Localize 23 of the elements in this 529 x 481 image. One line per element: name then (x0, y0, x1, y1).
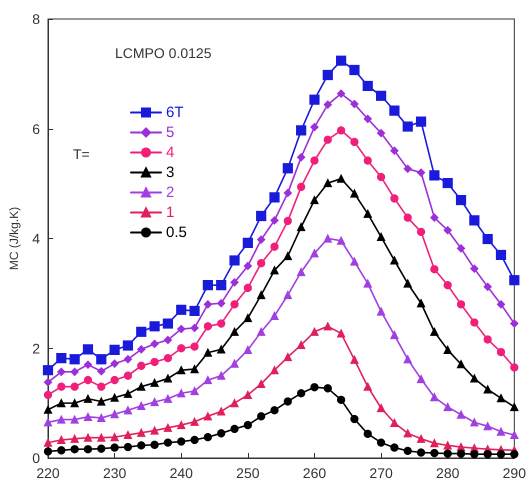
x-tick-label: 240 (170, 465, 194, 481)
y-tick-label: 6 (32, 120, 40, 137)
x-tick-label: 230 (102, 465, 127, 481)
legend-label: 1 (166, 204, 174, 221)
y-axis-title: MC (J/kg.K) (7, 206, 21, 270)
x-tick-label: 250 (236, 465, 260, 481)
legend-label: 2 (166, 184, 174, 201)
y-tick-label: 8 (32, 11, 40, 27)
y-tick-label: 0 (32, 450, 40, 466)
legend-label: 6T (166, 104, 184, 121)
y-tick-label: 4 (32, 230, 40, 246)
legend-label: 5 (166, 124, 174, 141)
annotation: LCMPO 0.0125 (115, 45, 212, 61)
x-tick-label: 280 (436, 465, 460, 481)
legend-label: 3 (166, 164, 174, 181)
x-tick-label: 260 (302, 465, 326, 481)
legend-title: T= (73, 146, 90, 162)
legend-label: 4 (166, 144, 174, 161)
y-tick-label: 2 (32, 340, 40, 356)
x-tick-label: 290 (502, 465, 526, 481)
x-tick-label: 270 (369, 465, 393, 481)
legend-label: 0.5 (166, 224, 187, 241)
x-tick-label: 220 (36, 465, 60, 481)
